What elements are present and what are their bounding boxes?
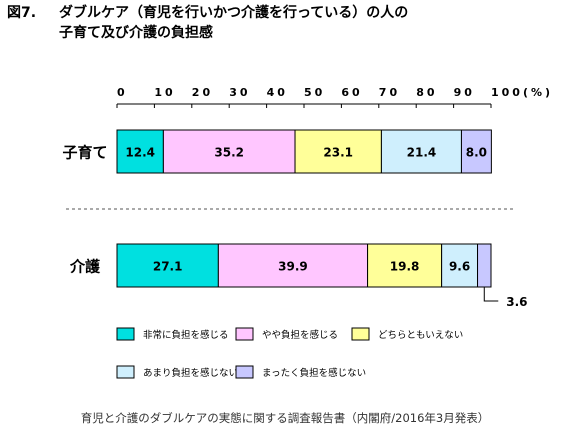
data-label: 8.0 (466, 146, 487, 160)
x-tick-label: 0 (117, 86, 128, 99)
x-tick-label: 50 (304, 86, 325, 99)
x-tick-label: 70 (379, 86, 400, 99)
callout-leader (483, 287, 499, 302)
data-label: 39.9 (278, 260, 308, 274)
bar-segment (460, 129, 492, 174)
data-label: 27.1 (153, 260, 183, 274)
figure-number: 図7. (7, 5, 37, 21)
legend-label: 非常に負担を感じる (143, 329, 229, 341)
bar-segment (294, 129, 382, 174)
chart-title-line-2: 子育て及び介護の負担感 (59, 25, 213, 41)
chart-title-line-1: ダブルケア（育児を行いかつ介護を行っている）の人の (59, 5, 409, 21)
x-tick-label: 40 (267, 86, 288, 99)
data-label: 9.6 (449, 260, 470, 274)
bar-segment (441, 243, 479, 288)
x-tick-label: 20 (192, 86, 213, 99)
data-label: 19.8 (390, 260, 420, 274)
x-tick-label: 100(%) (491, 86, 553, 99)
legend-label: あまり負担を感じない (143, 367, 238, 379)
bar-segment (116, 243, 219, 288)
category-label: 介護 (69, 258, 101, 276)
legend-label: やや負担を感じる (262, 329, 338, 341)
bar-segment (477, 243, 492, 288)
legend-swatch (235, 365, 254, 379)
data-label: 35.2 (214, 146, 244, 160)
legend-label: まったく負担を感じない (262, 367, 366, 379)
legend-swatch (116, 327, 135, 341)
bar-segment (116, 129, 164, 174)
x-tick-label: 60 (341, 86, 362, 99)
source-note: 育児と介護のダブルケアの実態に関する調査報告書（内閣府/2016年3月発表） (80, 411, 490, 425)
x-tick-label: 90 (454, 86, 475, 99)
data-label: 21.4 (407, 146, 437, 160)
legend-label: どちらともいえない (378, 330, 463, 341)
bar-segment (217, 243, 369, 288)
x-tick-label: 10 (154, 86, 175, 99)
x-tick-label: 80 (416, 86, 437, 99)
legend-swatch (351, 327, 370, 341)
legend-swatch (235, 327, 254, 341)
data-label: 23.1 (323, 146, 353, 160)
x-tick-label: 30 (229, 86, 250, 99)
legend-swatch (116, 365, 135, 379)
category-label: 子育て (62, 144, 107, 162)
bar-segment (162, 129, 296, 174)
bar-segment (367, 243, 443, 288)
data-label: 12.4 (125, 146, 155, 160)
callout-label: 3.6 (506, 295, 527, 309)
